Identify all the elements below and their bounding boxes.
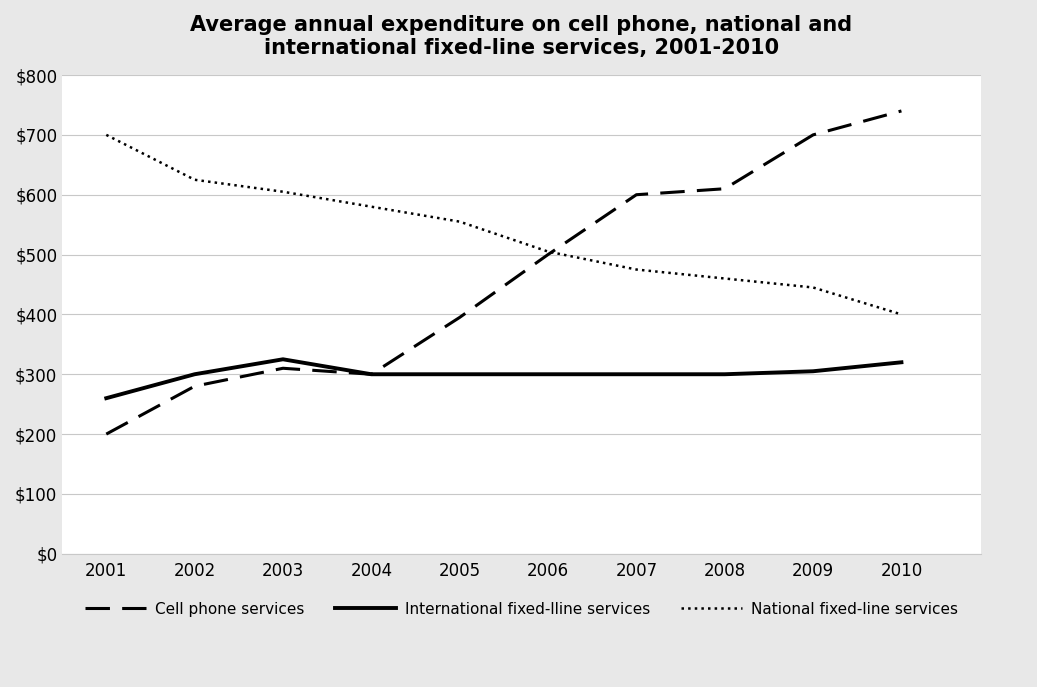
Cell phone services	[189, 382, 201, 390]
National fixed-line services	[100, 131, 112, 139]
National fixed-line services	[277, 188, 289, 196]
Cell phone services	[100, 430, 112, 438]
International fixed-lline services	[895, 358, 907, 366]
International fixed-lline services	[277, 355, 289, 363]
Cell phone services	[719, 185, 731, 193]
Cell phone services	[365, 370, 377, 379]
International fixed-lline services	[365, 370, 377, 379]
National fixed-line services	[541, 247, 554, 256]
Cell phone services	[453, 313, 466, 322]
National fixed-line services	[807, 283, 819, 291]
International fixed-lline services	[541, 370, 554, 379]
Legend: Cell phone services, International fixed-lline services, National fixed-line ser: Cell phone services, International fixed…	[79, 596, 964, 622]
Cell phone services	[895, 106, 907, 115]
Cell phone services	[277, 364, 289, 372]
National fixed-line services	[365, 203, 377, 211]
International fixed-lline services	[807, 367, 819, 375]
Line: Cell phone services: Cell phone services	[106, 111, 901, 434]
Title: Average annual expenditure on cell phone, national and
international fixed-line : Average annual expenditure on cell phone…	[191, 15, 852, 58]
National fixed-line services	[189, 176, 201, 184]
International fixed-lline services	[189, 370, 201, 379]
Cell phone services	[807, 131, 819, 139]
National fixed-line services	[453, 218, 466, 226]
International fixed-lline services	[630, 370, 643, 379]
Line: International fixed-lline services: International fixed-lline services	[106, 359, 901, 398]
National fixed-line services	[895, 311, 907, 319]
National fixed-line services	[719, 274, 731, 282]
International fixed-lline services	[453, 370, 466, 379]
International fixed-lline services	[100, 394, 112, 403]
International fixed-lline services	[719, 370, 731, 379]
National fixed-line services	[630, 265, 643, 273]
Line: National fixed-line services: National fixed-line services	[106, 135, 901, 315]
Cell phone services	[541, 251, 554, 259]
Cell phone services	[630, 190, 643, 199]
